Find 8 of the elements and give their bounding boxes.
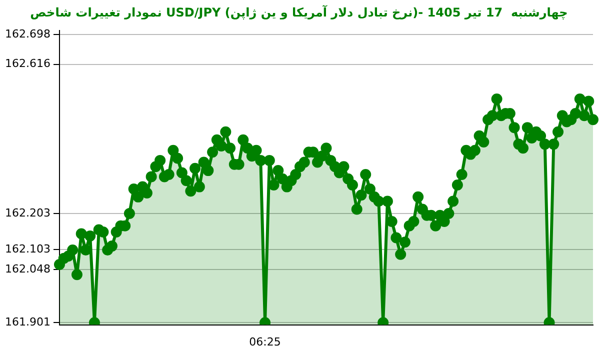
- y-tick-label: 162.048: [4, 262, 50, 276]
- chart-title: نمودار تغییرات شاخص USD/JPY (نرخ تبادل دلار آمریکا و ین ژاپن)- چهارشنبه 17 تیر 1405: [30, 4, 568, 20]
- y-tick-label: 161.901: [4, 315, 50, 328]
- y-tick-label: 162.616: [4, 57, 50, 70]
- x-tick-label: 06:25: [249, 335, 281, 348]
- y-tick-label: 162.203: [4, 206, 50, 220]
- y-tick-label: 162.698: [4, 28, 50, 41]
- y-tick-label: 162.103: [4, 242, 50, 256]
